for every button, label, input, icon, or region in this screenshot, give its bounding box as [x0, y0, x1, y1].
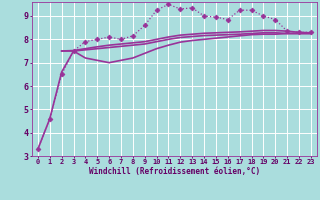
X-axis label: Windchill (Refroidissement éolien,°C): Windchill (Refroidissement éolien,°C) — [89, 167, 260, 176]
